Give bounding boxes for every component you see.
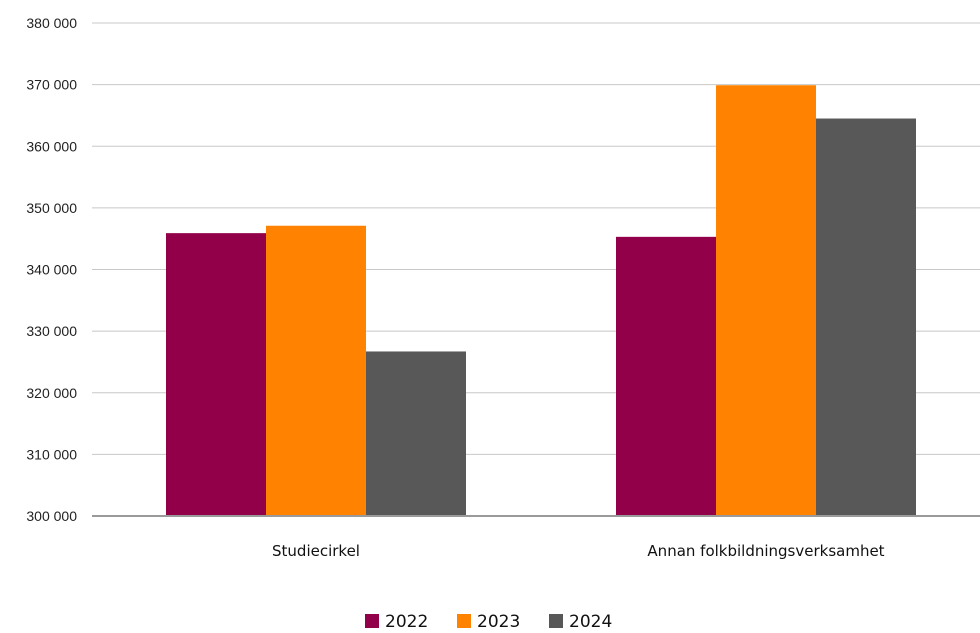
legend: 2022 2023 2024	[365, 612, 612, 632]
bars	[166, 85, 916, 517]
bar-2022-0	[166, 233, 266, 517]
legend-swatch	[549, 614, 563, 628]
legend-swatch	[365, 614, 379, 628]
legend-item: 2024	[549, 612, 612, 632]
y-tick-label: 380 000	[26, 15, 77, 31]
y-tick-label: 310 000	[26, 446, 77, 462]
y-tick-label: 340 000	[26, 262, 77, 278]
y-tick-label: 300 000	[26, 508, 77, 524]
y-tick-label: 370 000	[26, 77, 77, 93]
bar-2023-1	[716, 85, 816, 517]
x-axis-category-labels: Studiecirkel Annan folkbildningsverksamhe…	[272, 542, 885, 560]
legend-item: 2022	[365, 612, 428, 632]
x-category-label: Studiecirkel	[272, 542, 360, 560]
x-category-label: Annan folkbildningsverksamhet	[647, 542, 884, 560]
bar-2024-1	[816, 118, 916, 517]
legend-label: 2024	[569, 612, 612, 632]
y-axis-tick-labels: 300 000 310 000 320 000 330 000 340 000 350 0…	[26, 15, 77, 524]
legend-label: 2023	[477, 612, 520, 632]
bar-2023-0	[266, 225, 366, 516]
legend-swatch	[457, 614, 471, 628]
legend-item: 2023	[457, 612, 520, 632]
y-tick-label: 350 000	[26, 200, 77, 216]
y-tick-label: 330 000	[26, 323, 77, 339]
y-tick-label: 360 000	[26, 138, 77, 154]
bar-2024-0	[366, 351, 466, 516]
bar-2022-1	[616, 236, 716, 516]
y-tick-label: 320 000	[26, 385, 77, 401]
legend-label: 2022	[385, 612, 428, 632]
